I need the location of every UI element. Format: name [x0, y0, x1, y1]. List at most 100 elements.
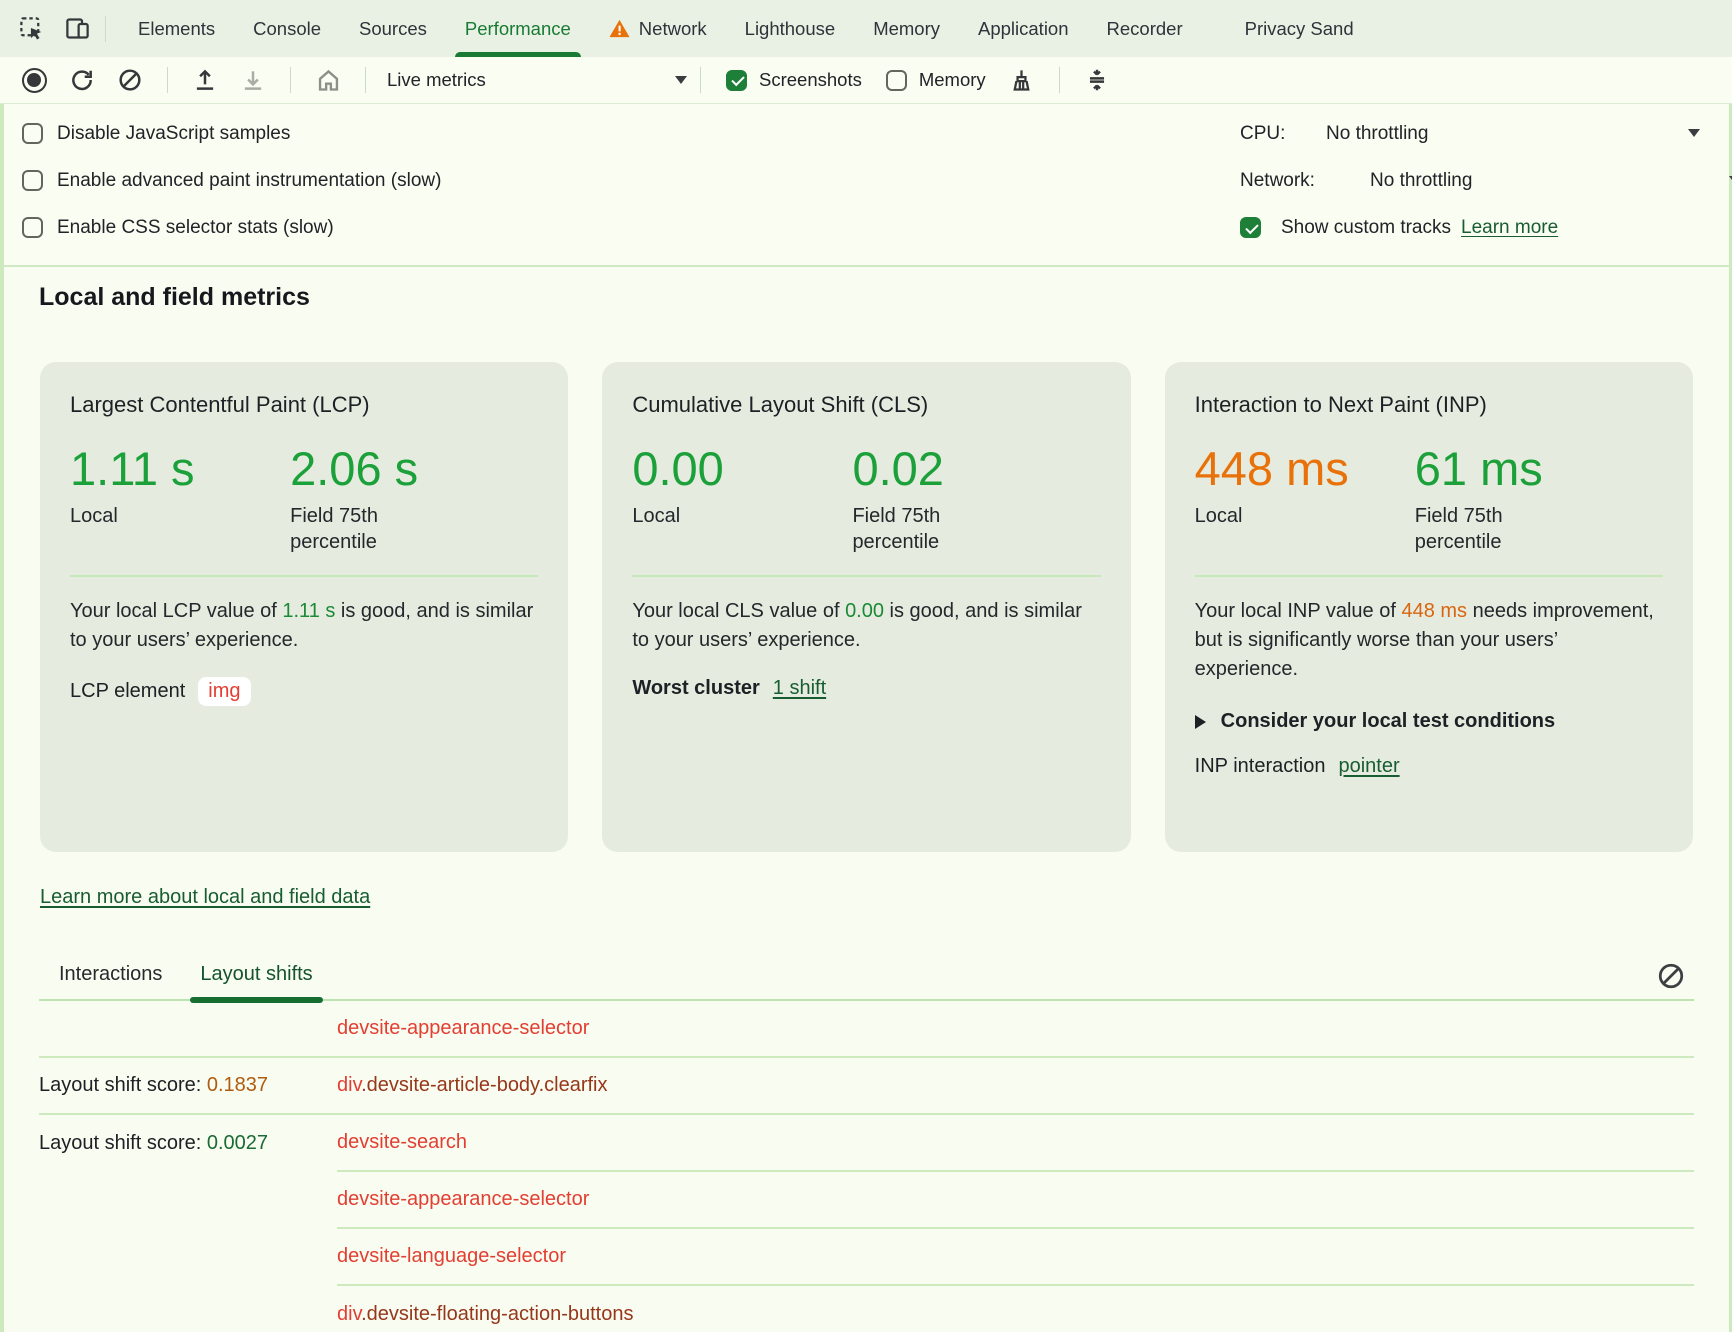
- logs-tab-bar: Interactions Layout shifts: [39, 957, 1694, 1001]
- learn-more-link[interactable]: Learn more: [1461, 217, 1558, 239]
- collapse-sections-icon[interactable]: [1082, 65, 1112, 95]
- reload-and-record-button[interactable]: [67, 65, 97, 95]
- inp-field-label: Field 75th percentile: [1415, 503, 1565, 555]
- chevron-down-icon: [675, 76, 687, 84]
- node-link[interactable]: devsite-appearance-selector: [337, 1017, 589, 1040]
- layout-shift-row: div.devsite-floating-action-buttons: [39, 1286, 1694, 1332]
- inp-card: Interaction to Next Paint (INP) 448 ms L…: [1165, 362, 1693, 852]
- inp-local-value: 448 ms: [1195, 444, 1415, 493]
- tab-application[interactable]: Application: [959, 0, 1088, 57]
- lcp-local-value: 1.11 s: [70, 444, 290, 493]
- tab-recorder[interactable]: Recorder: [1088, 0, 1202, 57]
- tab-privacy-sandbox[interactable]: Privacy Sand: [1226, 0, 1373, 57]
- memory-label: Memory: [919, 69, 986, 91]
- layout-shift-row: Layout shift score: 0.1837 div.devsite-a…: [39, 1058, 1694, 1115]
- lcp-local-label: Local: [70, 503, 220, 529]
- inp-description: Your local INP value of 448 ms needs imp…: [1195, 597, 1663, 684]
- show-custom-tracks-row[interactable]: Show custom tracks Learn more: [1240, 204, 1729, 251]
- tab-sources[interactable]: Sources: [340, 0, 446, 57]
- tab-console[interactable]: Console: [234, 0, 340, 57]
- tab-interactions[interactable]: Interactions: [49, 963, 172, 999]
- inp-field-value: 61 ms: [1415, 444, 1565, 493]
- clear-icon[interactable]: [115, 65, 145, 95]
- tab-elements[interactable]: Elements: [119, 0, 234, 57]
- divider: [632, 575, 1100, 577]
- network-label: Network:: [1240, 170, 1356, 192]
- layout-shift-row: devsite-language-selector: [39, 1229, 1694, 1286]
- cls-local-label: Local: [632, 503, 782, 529]
- lcp-element-label: LCP element: [70, 680, 185, 703]
- tab-performance[interactable]: Performance: [446, 0, 590, 57]
- node-link[interactable]: devsite-appearance-selector: [337, 1188, 589, 1211]
- disable-js-samples-checkbox[interactable]: [22, 123, 43, 144]
- divider: [700, 67, 701, 93]
- cls-description: Your local CLS value of 0.00 is good, an…: [632, 597, 1100, 655]
- node-link[interactable]: devsite-language-selector: [337, 1245, 566, 1268]
- chevron-down-icon: [1688, 129, 1700, 137]
- inp-card-title: Interaction to Next Paint (INP): [1195, 392, 1663, 418]
- memory-checkbox[interactable]: [886, 70, 907, 91]
- memory-checkbox-group[interactable]: Memory: [886, 69, 986, 91]
- performance-settings: Disable JavaScript samples Enable advanc…: [0, 104, 1732, 267]
- advanced-paint-label: Enable advanced paint instrumentation (s…: [57, 170, 441, 192]
- inp-interaction-link[interactable]: pointer: [1338, 755, 1399, 778]
- tab-network[interactable]: Network: [590, 0, 726, 57]
- screenshots-checkbox[interactable]: [726, 70, 747, 91]
- cpu-throttling-select[interactable]: CPU: No throttling: [1240, 110, 1729, 157]
- cls-card-title: Cumulative Layout Shift (CLS): [632, 392, 1100, 418]
- layout-shift-row: Layout shift score: 0.0027 devsite-searc…: [39, 1115, 1694, 1172]
- divider: [1195, 575, 1663, 577]
- css-selector-stats-checkbox[interactable]: [22, 217, 43, 238]
- node-link[interactable]: devsite-search: [337, 1131, 467, 1154]
- screenshots-label: Screenshots: [759, 69, 862, 91]
- collect-garbage-icon[interactable]: [1007, 65, 1037, 95]
- home-icon[interactable]: [313, 65, 343, 95]
- download-profile-icon[interactable]: [238, 65, 268, 95]
- tab-lighthouse[interactable]: Lighthouse: [726, 0, 855, 57]
- performance-toolbar: Live metrics Screenshots Memory: [0, 57, 1732, 104]
- disable-js-samples-label: Disable JavaScript samples: [57, 123, 290, 145]
- cpu-label: CPU:: [1240, 123, 1312, 145]
- divider: [70, 575, 538, 577]
- cls-field-label: Field 75th percentile: [852, 503, 1002, 555]
- show-custom-tracks-label: Show custom tracks: [1281, 217, 1451, 239]
- throttling-settings: CPU: No throttling Network: No throttlin…: [1240, 110, 1729, 265]
- tab-memory[interactable]: Memory: [854, 0, 959, 57]
- lcp-description: Your local LCP value of 1.11 s is good, …: [70, 597, 538, 655]
- lcp-card-title: Largest Contentful Paint (LCP): [70, 392, 538, 418]
- layout-shift-row: devsite-appearance-selector: [39, 1001, 1694, 1058]
- network-value: No throttling: [1370, 170, 1472, 192]
- record-button[interactable]: [19, 65, 49, 95]
- network-throttling-select[interactable]: Network: No throttling: [1240, 157, 1729, 204]
- clear-log-icon[interactable]: [1656, 961, 1686, 991]
- panel-view-label: Live metrics: [387, 69, 486, 91]
- device-toolbar-icon[interactable]: [62, 14, 92, 44]
- worst-cluster-link[interactable]: 1 shift: [773, 677, 826, 700]
- tab-layout-shifts[interactable]: Layout shifts: [190, 963, 322, 999]
- panel-view-select[interactable]: Live metrics: [387, 69, 687, 91]
- page-title: Local and field metrics: [39, 283, 1729, 312]
- inp-local-label: Local: [1195, 503, 1345, 529]
- cls-local-value: 0.00: [632, 444, 852, 493]
- divider: [167, 67, 168, 93]
- layout-shift-row: devsite-appearance-selector: [39, 1172, 1694, 1229]
- lcp-field-label: Field 75th percentile: [290, 503, 440, 555]
- node-link[interactable]: div.devsite-floating-action-buttons: [337, 1303, 633, 1326]
- local-test-conditions-disclosure[interactable]: Consider your local test conditions: [1195, 710, 1663, 733]
- disclosure-triangle-icon: [1195, 715, 1206, 729]
- divider: [290, 67, 291, 93]
- cls-card: Cumulative Layout Shift (CLS) 0.00 Local…: [602, 362, 1130, 852]
- learn-more-local-field-link[interactable]: Learn more about local and field data: [40, 886, 370, 909]
- inspect-element-icon[interactable]: [16, 14, 46, 44]
- metric-cards: Largest Contentful Paint (LCP) 1.11 s Lo…: [40, 362, 1693, 852]
- screenshots-checkbox-group[interactable]: Screenshots: [726, 69, 862, 91]
- node-link[interactable]: div.devsite-article-body.clearfix: [337, 1074, 607, 1097]
- warning-icon: [609, 19, 630, 38]
- advanced-paint-checkbox[interactable]: [22, 170, 43, 191]
- upload-profile-icon[interactable]: [190, 65, 220, 95]
- live-metrics-view: Local and field metrics Largest Contentf…: [0, 267, 1732, 1332]
- devtools-tab-bar: Elements Console Sources Performance Net…: [0, 0, 1732, 57]
- show-custom-tracks-checkbox[interactable]: [1240, 217, 1261, 238]
- lcp-element-node-link[interactable]: img: [198, 677, 250, 706]
- divider: [365, 67, 366, 93]
